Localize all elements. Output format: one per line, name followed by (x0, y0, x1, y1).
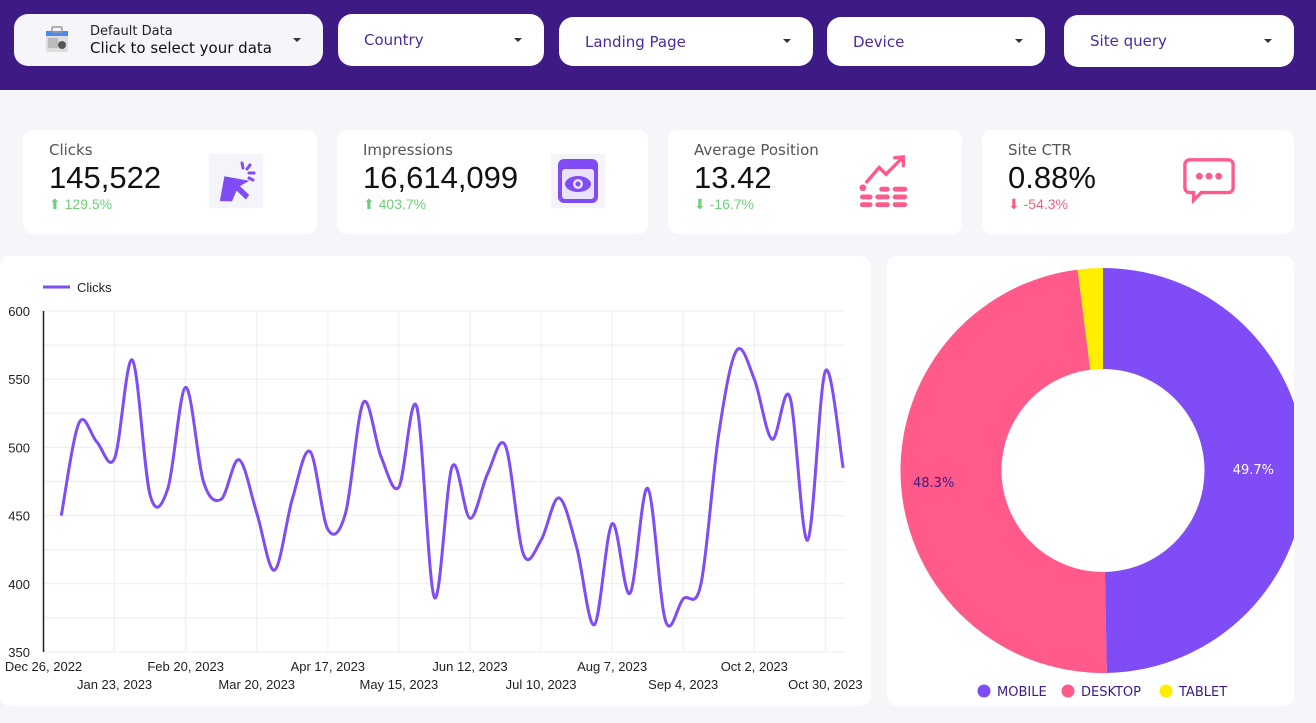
kpi-label: Average Position (694, 141, 819, 159)
chevron-down-icon (293, 38, 301, 42)
x-tick-label: Oct 2, 2023 (721, 659, 788, 674)
eye-window-icon (551, 154, 605, 208)
y-tick-label: 500 (8, 440, 30, 455)
data-source-selector[interactable]: Default Data Click to select your data (14, 14, 323, 66)
legend-dot-mobile (977, 684, 991, 698)
data-source-title: Default Data (90, 23, 173, 39)
landing-page-filter[interactable]: Landing Page (559, 17, 813, 66)
data-source-icon (46, 26, 68, 52)
chevron-down-icon (1015, 39, 1023, 43)
legend-dot-desktop (1061, 684, 1075, 698)
kpi-change: ⬇︎ -54.3% (1008, 196, 1068, 212)
x-tick-label: Mar 20, 2023 (218, 677, 295, 692)
y-tick-label: 350 (8, 645, 30, 660)
x-tick-label: May 15, 2023 (360, 677, 439, 692)
y-tick-label: 400 (8, 577, 30, 592)
legend-dot-tablet (1159, 684, 1173, 698)
x-tick-label: Jun 12, 2023 (432, 659, 507, 674)
device-donut-chart: 49.7% 48.3% MOBILE DESKTOP TABLET (900, 268, 1306, 700)
chat-bubble-icon (1182, 154, 1236, 208)
clicks-line-chart-panel: Dec 26, 2022 Jan 23, 2023 Feb 20, 2023 Mar … (0, 256, 871, 706)
x-tick-label: Sep 4, 2023 (648, 677, 718, 692)
donut-slice-tablet (1077, 268, 1103, 370)
site-query-filter-label: Site query (1090, 32, 1167, 50)
x-tick-label: Dec 26, 2022 (5, 659, 82, 674)
device-filter[interactable]: Device (827, 17, 1045, 66)
landing-page-filter-label: Landing Page (585, 32, 686, 51)
legend-label-desktop: DESKTOP (1081, 685, 1141, 700)
country-filter-label: Country (364, 31, 424, 49)
chevron-down-icon (783, 39, 791, 43)
y-tick-label: 550 (8, 372, 30, 387)
kpi-card-site-ctr: Site CTR 0.88% ⬇︎ -54.3% (982, 130, 1294, 234)
kpi-value: 13.42 (694, 160, 772, 195)
data-source-subtitle: Click to select your data (90, 38, 272, 57)
slice-label-desktop: 48.3% (913, 476, 954, 491)
kpi-card-clicks: Clicks 145,522 ⬆︎ 129.5% (23, 130, 317, 234)
donut-slice-desktop (900, 269, 1107, 673)
clicks-line-chart: Dec 26, 2022 Jan 23, 2023 Feb 20, 2023 Mar … (5, 280, 863, 692)
kpi-change: ⬇︎ -16.7% (694, 196, 754, 212)
kpi-change: ⬆︎ 129.5% (49, 196, 113, 212)
clicks-series-line (59, 347, 845, 628)
kpi-card-impressions: Impressions 16,614,099 ⬆︎ 403.7% (337, 130, 648, 234)
kpi-value: 0.88% (1008, 160, 1096, 195)
donut-slice-mobile (1103, 268, 1306, 673)
kpi-change: ⬆︎ 403.7% (363, 196, 427, 212)
legend-label-tablet: TABLET (1178, 685, 1227, 700)
y-tick-label: 600 (8, 304, 30, 319)
site-query-filter[interactable]: Site query (1064, 15, 1294, 67)
chevron-down-icon (1264, 39, 1272, 43)
x-tick-label: Oct 30, 2023 (788, 677, 862, 692)
kpi-label: Site CTR (1008, 141, 1072, 159)
country-filter[interactable]: Country (338, 14, 544, 66)
legend-label-mobile: MOBILE (997, 685, 1047, 700)
device-filter-label: Device (853, 32, 905, 51)
x-tick-label: Apr 17, 2023 (291, 659, 365, 674)
device-donut-chart-panel: 49.7% 48.3% MOBILE DESKTOP TABLET (887, 256, 1306, 706)
x-tick-label: Jul 10, 2023 (506, 677, 577, 692)
y-tick-label: 450 (8, 509, 30, 524)
legend-label: Clicks (77, 280, 112, 295)
slice-label-mobile: 49.7% (1233, 463, 1274, 478)
cursor-click-icon (209, 154, 263, 208)
x-tick-label: Jan 23, 2023 (77, 677, 152, 692)
kpi-card-average-position: Average Position 13.42 ⬇︎ -16.7% (668, 130, 962, 234)
kpi-value: 16,614,099 (363, 160, 519, 195)
kpi-label: Impressions (363, 141, 453, 159)
trending-up-icon (858, 154, 912, 208)
kpi-label: Clicks (49, 141, 93, 159)
filter-bar: Default Data Click to select your data C… (0, 0, 1316, 90)
x-tick-label: Aug 7, 2023 (577, 659, 647, 674)
x-tick-label: Feb 20, 2023 (147, 659, 224, 674)
kpi-value: 145,522 (49, 160, 162, 195)
chevron-down-icon (514, 38, 522, 42)
